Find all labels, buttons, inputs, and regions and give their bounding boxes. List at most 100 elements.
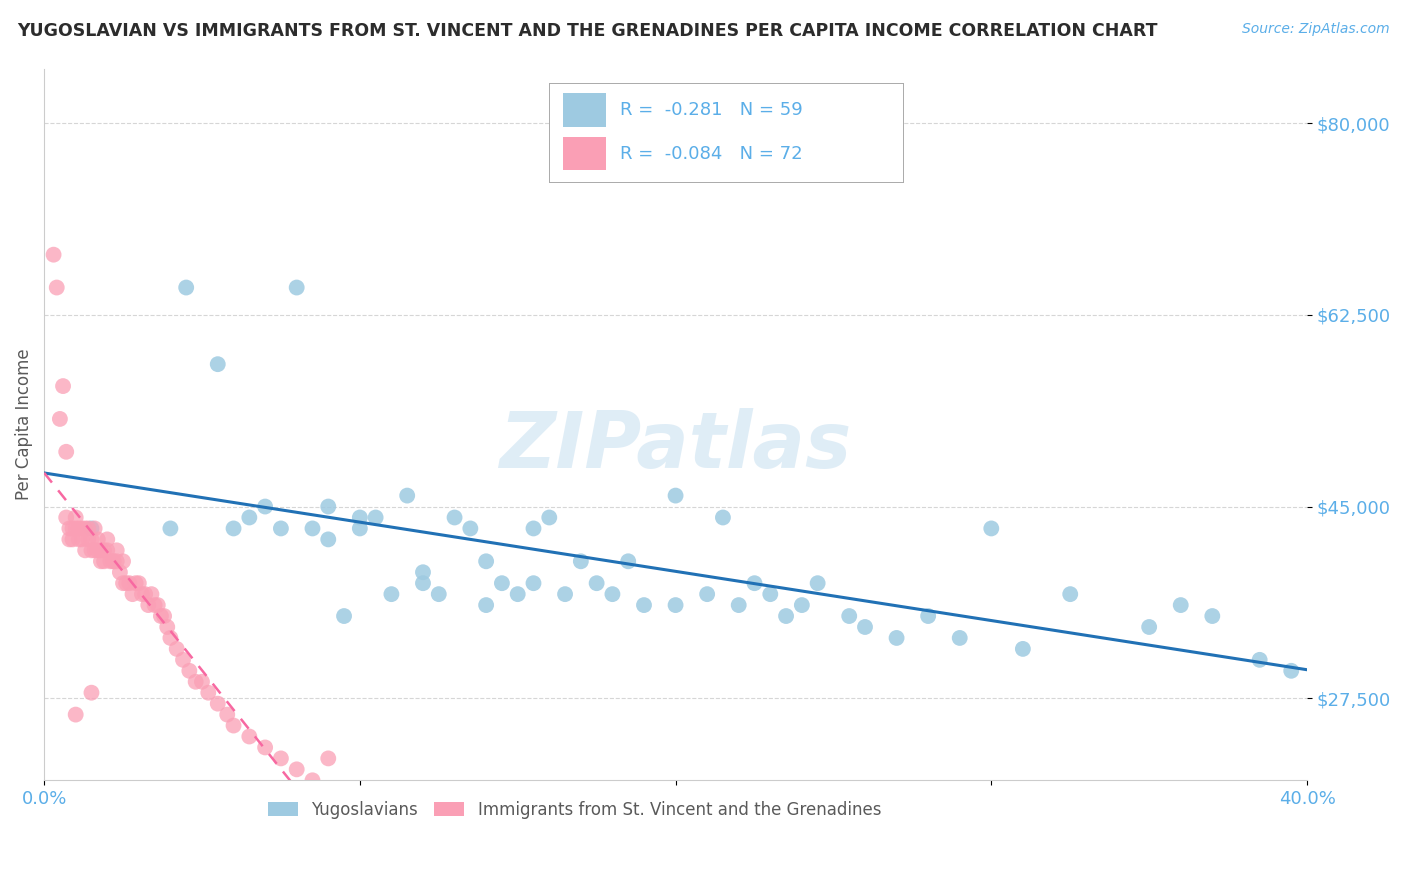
Point [427,587,450,601]
Point [443,510,465,524]
Point [90,543,112,558]
Point [1137,620,1160,634]
Point [475,598,498,612]
Point [412,566,434,580]
Point [55,510,77,524]
Point [554,587,576,601]
Point [569,554,592,568]
Point [522,521,544,535]
Point [617,554,640,568]
Point [238,730,260,744]
Point [333,609,356,624]
Point [112,554,135,568]
Point [83,543,105,558]
Point [174,280,197,294]
Point [80,521,103,535]
Point [103,554,125,568]
Point [49,412,72,426]
Point [67,533,90,547]
Point [105,543,128,558]
Point [118,576,141,591]
Point [134,587,156,601]
Point [115,576,138,591]
Point [124,576,146,591]
Point [143,598,166,612]
Point [149,609,172,624]
Point [67,521,90,535]
Point [775,609,797,624]
Legend: Yugoslavians, Immigrants from St. Vincent and the Grenadines: Yugoslavians, Immigrants from St. Vincen… [262,794,889,825]
Point [727,598,749,612]
Point [55,444,77,458]
Point [166,641,188,656]
Point [316,751,339,765]
Point [42,248,65,262]
Point [75,521,97,535]
Text: ZIPatlas: ZIPatlas [499,408,852,483]
Text: YUGOSLAVIAN VS IMMIGRANTS FROM ST. VINCENT AND THE GRENADINES PER CAPITA INCOME : YUGOSLAVIAN VS IMMIGRANTS FROM ST. VINCE… [17,22,1157,40]
Point [105,554,128,568]
Point [838,609,860,624]
Point [108,566,131,580]
Point [254,500,277,514]
Point [238,510,260,524]
Point [222,521,245,535]
Point [179,664,201,678]
Point [65,707,87,722]
Point [380,587,402,601]
Point [100,554,122,568]
Point [184,674,207,689]
Point [744,576,766,591]
Point [696,587,718,601]
Point [1249,653,1271,667]
Point [70,533,93,547]
Point [207,357,229,371]
Point [65,510,87,524]
Point [491,576,513,591]
Point [222,718,245,732]
Point [83,521,105,535]
Point [159,631,181,645]
Point [980,521,1002,535]
Point [949,631,972,645]
Point [121,587,143,601]
Point [96,543,118,558]
Point [711,510,734,524]
Point [506,587,529,601]
Point [886,631,908,645]
Point [80,533,103,547]
Point [364,510,387,524]
Point [58,533,80,547]
Point [1201,609,1223,624]
Point [77,521,100,535]
Point [93,554,115,568]
Point [664,489,686,503]
Point [136,598,159,612]
Point [93,543,115,558]
Point [759,587,782,601]
Point [917,609,939,624]
Point [316,500,339,514]
Point [254,740,277,755]
Point [58,521,80,535]
Point [87,533,110,547]
Point [207,697,229,711]
Point [270,521,292,535]
Point [103,554,125,568]
Point [75,543,97,558]
Point [146,598,169,612]
Point [52,379,75,393]
Point [602,587,624,601]
Point [301,773,323,788]
Point [80,543,103,558]
Point [65,521,87,535]
Point [316,533,339,547]
Point [1059,587,1081,601]
Point [664,598,686,612]
Point [270,751,292,765]
Point [349,521,371,535]
Point [159,521,181,535]
Point [1279,664,1302,678]
Point [62,533,84,547]
Point [156,620,179,634]
